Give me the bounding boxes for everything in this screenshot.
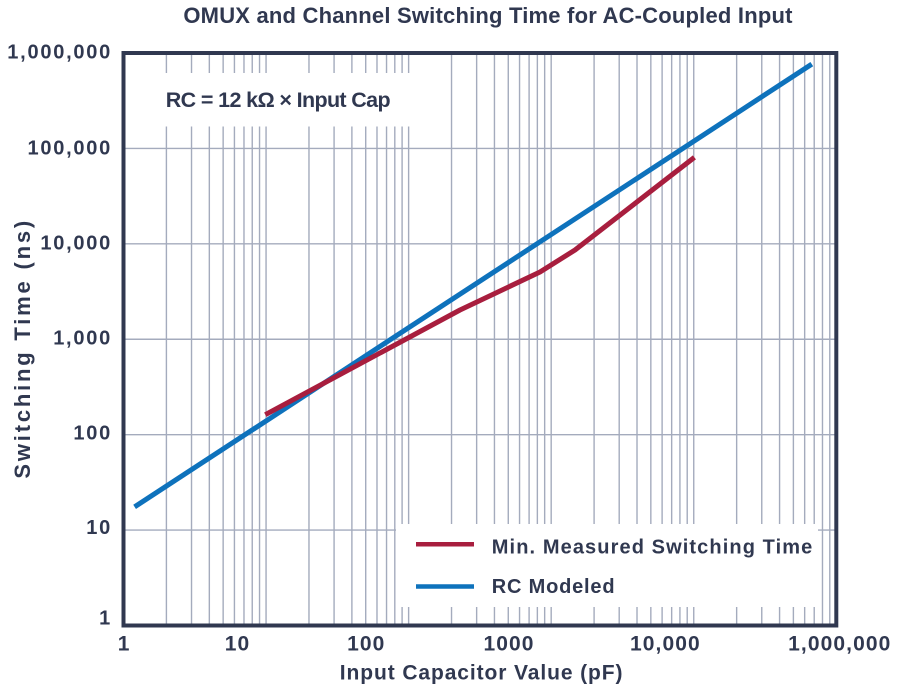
svg-text:10,000: 10,000 <box>630 633 701 656</box>
svg-text:Input Capacitor Value (pF): Input Capacitor Value (pF) <box>340 662 624 685</box>
svg-text:Switching Time (ns): Switching Time (ns) <box>10 218 35 479</box>
svg-text:1000: 1000 <box>483 633 534 656</box>
svg-text:RC = 12 kΩ × Input Cap: RC = 12 kΩ × Input Cap <box>166 88 391 112</box>
svg-text:1,000: 1,000 <box>53 328 112 350</box>
svg-text:100,000: 100,000 <box>27 138 112 160</box>
svg-text:10,000: 10,000 <box>40 233 112 255</box>
svg-text:1,000,000: 1,000,000 <box>788 633 891 656</box>
svg-text:10: 10 <box>86 517 112 539</box>
svg-text:10: 10 <box>225 633 251 656</box>
svg-text:Min. Measured Switching Time: Min. Measured Switching Time <box>492 536 814 558</box>
svg-text:1: 1 <box>118 633 131 656</box>
svg-text:1: 1 <box>99 608 112 630</box>
svg-text:100: 100 <box>347 633 385 656</box>
svg-text:OMUX and Channel Switching Tim: OMUX and Channel Switching Time for AC-C… <box>183 3 793 28</box>
svg-text:RC Modeled: RC Modeled <box>492 576 616 598</box>
svg-text:1,000,000: 1,000,000 <box>7 42 112 64</box>
svg-text:100: 100 <box>73 423 112 445</box>
